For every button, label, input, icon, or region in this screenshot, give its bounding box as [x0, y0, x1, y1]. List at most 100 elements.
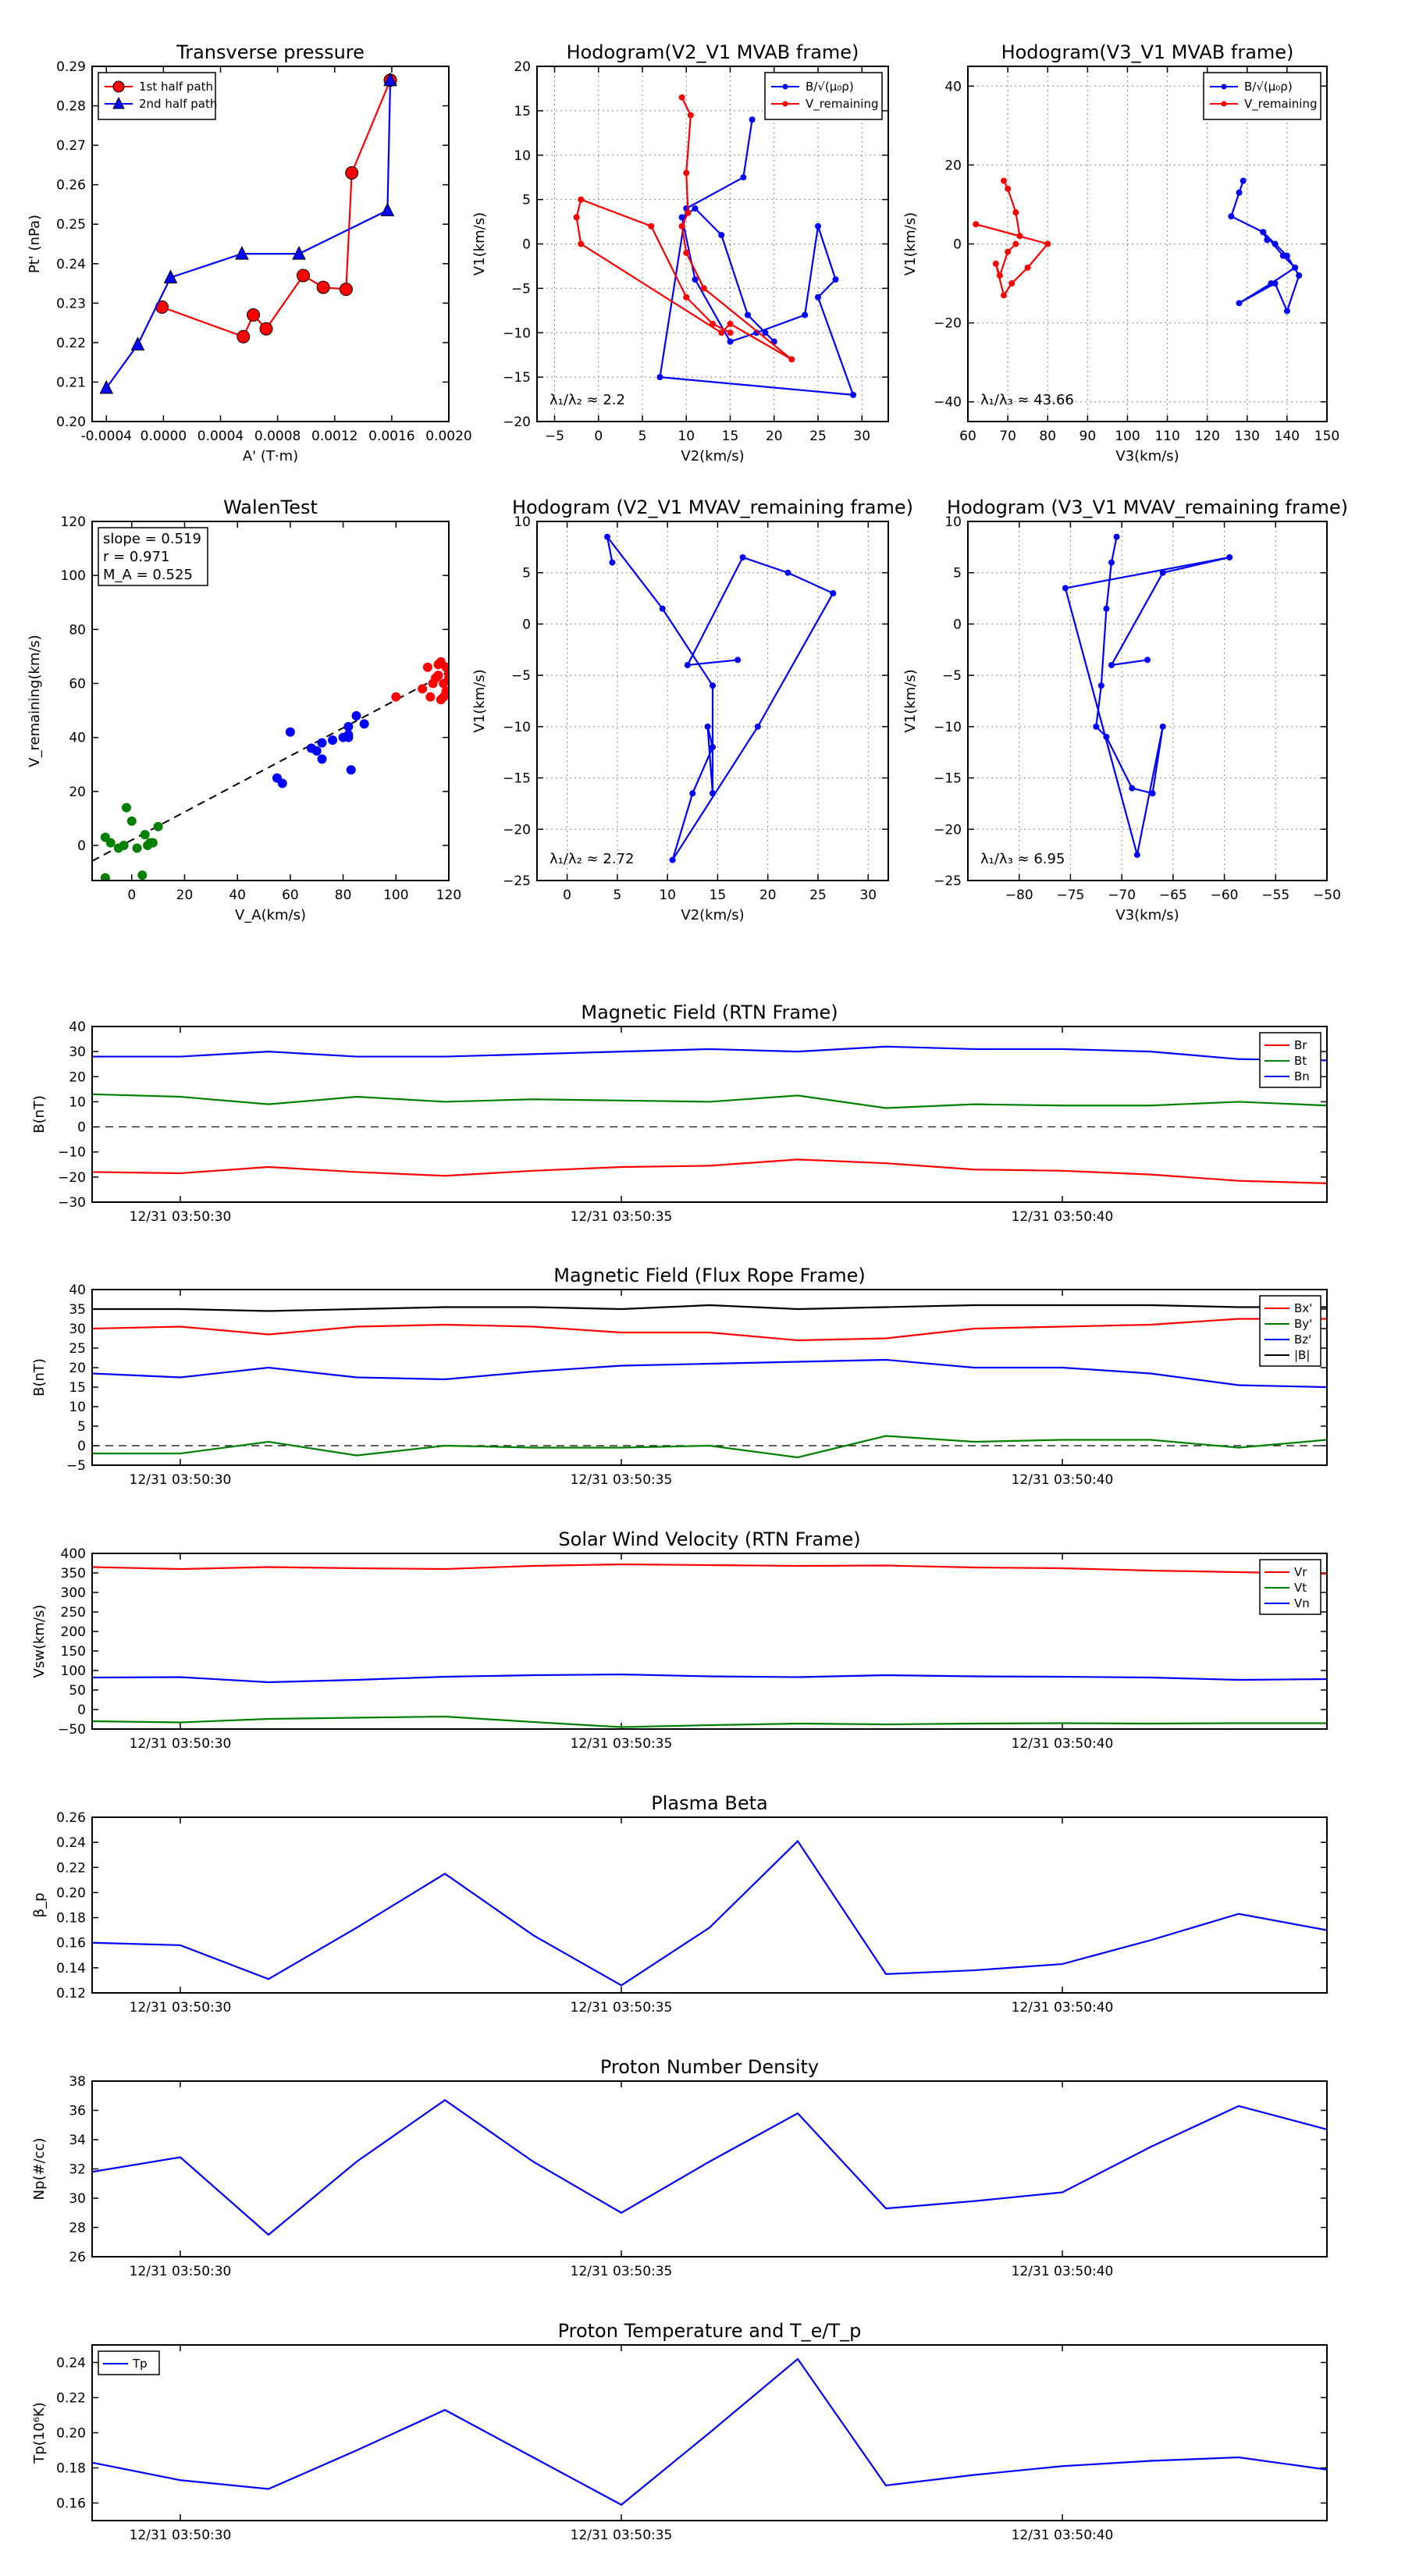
y-tick-label: 150	[61, 1644, 86, 1660]
series-line	[92, 2357, 1327, 2507]
plot-area	[973, 177, 1303, 315]
y-tick-label: 0.23	[56, 296, 86, 311]
y-axis-label: B(nT)	[31, 1358, 48, 1397]
data-point	[237, 329, 251, 343]
y-axis-label: V1(km/s)	[902, 212, 919, 276]
x-tick-label: −70	[1108, 888, 1136, 903]
data-point	[1221, 84, 1227, 90]
data-point	[100, 873, 110, 881]
legend-label: Bt	[1294, 1054, 1307, 1068]
plot-area	[92, 2099, 1327, 2236]
y-tick-label: 38	[69, 2074, 86, 2090]
y-tick-label: 0	[953, 237, 962, 253]
data-point	[163, 269, 178, 283]
data-point	[850, 391, 856, 398]
data-point	[1283, 308, 1290, 315]
legend: 1st half path 2nd half path	[98, 72, 217, 120]
data-point	[754, 723, 761, 730]
data-point	[317, 754, 327, 764]
legend-label: V_remaining	[1244, 97, 1318, 112]
data-point	[259, 322, 273, 336]
plot-frame	[967, 521, 1328, 881]
data-point	[343, 721, 354, 731]
x-tick-label: 12/31 03:50:30	[130, 1472, 232, 1488]
x-tick-label: -0.0004	[80, 429, 132, 444]
data-point	[604, 533, 610, 540]
chart-title: Hodogram (V2_V1 MVAV_remaining frame)	[512, 496, 913, 518]
data-point	[683, 294, 690, 301]
data-point	[992, 260, 999, 267]
y-tick-label: 10	[514, 148, 531, 164]
data-point	[380, 202, 395, 217]
data-point	[122, 802, 132, 813]
x-tick-label: 60	[282, 888, 299, 903]
series-line	[92, 2099, 1327, 2236]
y-tick-label: 0	[77, 838, 86, 854]
data-point	[112, 80, 125, 93]
y-tick-label: 34	[69, 2133, 86, 2148]
legend-label: B/√(μ₀ρ)	[1244, 80, 1293, 94]
y-tick-label: 25	[69, 1341, 86, 1357]
y-axis-label: Tp(10⁶K)	[31, 2402, 48, 2464]
y-tick-label: 30	[69, 2191, 86, 2207]
data-point	[422, 662, 432, 672]
y-tick-label: 20	[69, 785, 86, 800]
y-tick-label: −5	[66, 1458, 86, 1474]
chart-title: Magnetic Field (RTN Frame)	[581, 1002, 838, 1023]
chart-hodo_v2v1_mvab: −20 −15 −10 −5 0 5 10 15 20 −5 0 5 10 15 20 25 30 Hodogra…	[471, 41, 889, 464]
x-tick-label: 25	[809, 888, 827, 903]
y-tick-label: −10	[58, 1145, 86, 1161]
legend-label: Bz'	[1294, 1332, 1311, 1347]
x-tick-label: 12/31 03:50:30	[130, 2264, 232, 2279]
x-tick-label: 0.0000	[140, 429, 187, 444]
data-point	[1012, 209, 1019, 216]
x-tick-label: 0.0012	[311, 429, 357, 444]
plot-area	[573, 94, 856, 398]
y-axis-label: β_p	[31, 1893, 48, 1918]
data-point	[436, 695, 446, 705]
data-point	[441, 662, 449, 672]
y-tick-label: 0.29	[56, 59, 86, 75]
y-tick-label: 30	[69, 1322, 86, 1337]
chart-title: WalenTest	[223, 496, 318, 518]
x-tick-label: 80	[335, 888, 352, 903]
y-tick-label: 250	[61, 1605, 86, 1621]
data-point	[1296, 272, 1303, 279]
data-point	[685, 209, 692, 216]
series-line	[1229, 180, 1300, 314]
x-tick-label: 12/31 03:50:35	[571, 2528, 673, 2543]
data-point	[1005, 185, 1012, 192]
data-point	[782, 84, 788, 90]
y-tick-label: 0.16	[56, 2496, 86, 2512]
y-tick-label: 200	[61, 1624, 86, 1640]
y-axis-label: Vsw(km/s)	[31, 1605, 48, 1678]
data-point	[1097, 682, 1104, 689]
data-point	[1159, 723, 1166, 730]
data-point	[659, 605, 666, 612]
x-tick-label: 0.0016	[368, 429, 414, 444]
stats-box: slope = 0.519 r = 0.971 M_A = 0.525	[98, 527, 208, 586]
y-tick-label: 0.20	[56, 1885, 86, 1901]
y-tick-label: −5	[511, 668, 531, 684]
plot-area	[1062, 533, 1233, 859]
plot-frame	[91, 1026, 1328, 1203]
data-point	[112, 96, 125, 109]
data-point	[973, 221, 980, 228]
x-tick-label: 5	[638, 429, 647, 444]
x-tick-label: 20	[176, 888, 194, 903]
chart-beta: 0.12 0.14 0.16 0.18 0.20 0.22 0.24 0.26 12/31 03…	[31, 1792, 1328, 2016]
x-tick-label: 100	[383, 888, 408, 903]
data-point	[346, 765, 356, 775]
data-point	[285, 727, 295, 737]
x-tick-label: 0.0020	[425, 429, 471, 444]
x-tick-label: 12/31 03:50:30	[130, 1209, 232, 1225]
data-point	[648, 222, 655, 229]
data-point	[247, 308, 261, 322]
plot-frame	[91, 521, 450, 881]
y-tick-label: 0.26	[56, 1810, 86, 1826]
data-point	[1159, 569, 1166, 576]
x-tick-label: −55	[1261, 888, 1289, 903]
plot-area	[92, 2357, 1327, 2507]
data-point	[1108, 662, 1115, 668]
data-point	[1012, 240, 1019, 247]
